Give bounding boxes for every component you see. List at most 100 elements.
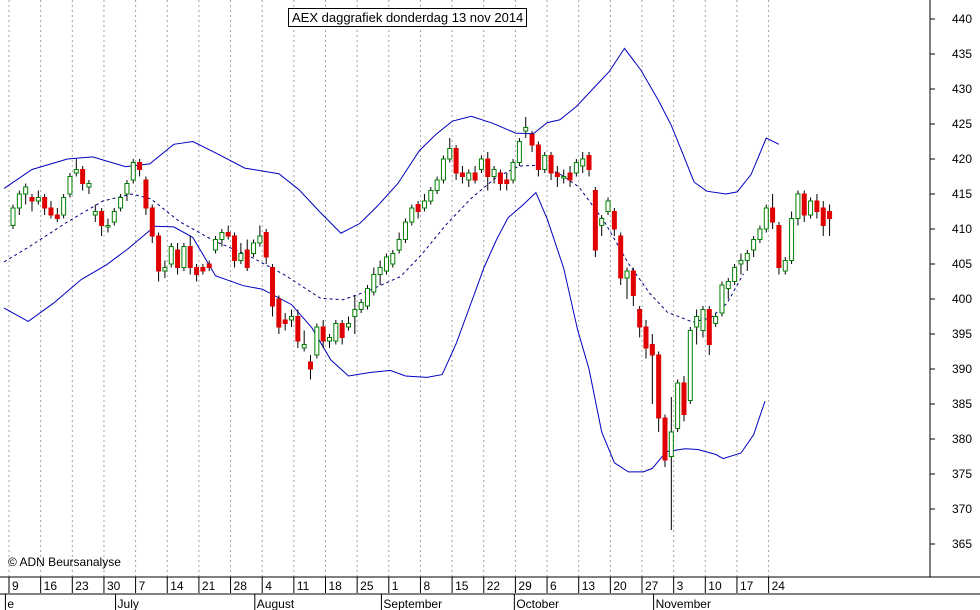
candle-body-down xyxy=(206,263,212,268)
candle-body-up xyxy=(213,239,219,251)
x-tick-label: 24 xyxy=(772,579,786,593)
candle-body-up xyxy=(10,207,16,226)
candle-body-up xyxy=(105,225,111,228)
x-tick-label: 22 xyxy=(487,579,501,593)
month-label: September xyxy=(383,597,442,610)
x-tick-label: 25 xyxy=(360,579,374,593)
candle-body-down xyxy=(681,382,687,415)
candle-body-up xyxy=(23,186,29,195)
candle xyxy=(675,379,681,432)
candle xyxy=(364,285,370,310)
candle-body-down xyxy=(270,267,276,307)
month-label: July xyxy=(118,597,139,610)
candle xyxy=(225,225,231,240)
candle-body-up xyxy=(561,176,567,179)
candle xyxy=(251,239,257,257)
candle xyxy=(345,316,351,331)
candle-body-down xyxy=(225,232,231,237)
candle-body-up xyxy=(751,239,757,251)
candle-body-down xyxy=(554,172,560,177)
candle-body-down xyxy=(308,361,314,370)
candle-body-up xyxy=(510,162,516,181)
candle-body-down xyxy=(592,190,598,251)
candle-body-up xyxy=(390,253,396,265)
candle xyxy=(624,267,630,299)
month-label: November xyxy=(656,597,711,610)
candle-body-up xyxy=(542,155,548,170)
candle-body-up xyxy=(402,221,408,240)
candle-body-up xyxy=(396,239,402,251)
candle xyxy=(757,225,763,243)
candle xyxy=(592,187,598,257)
y-tick-label: 385 xyxy=(952,397,972,411)
candle-body-down xyxy=(814,200,820,212)
candle xyxy=(485,152,491,191)
candle-body-up xyxy=(789,218,795,261)
candle-body-down xyxy=(200,267,206,272)
candle-body-up xyxy=(694,316,700,328)
candle xyxy=(149,204,155,243)
candle-body-down xyxy=(535,144,541,170)
candle-body-down xyxy=(276,298,282,328)
y-tick-label: 405 xyxy=(952,257,972,271)
candle-body-down xyxy=(263,232,269,258)
candle xyxy=(738,253,744,275)
candle-body-down xyxy=(529,134,535,146)
candle xyxy=(637,306,643,338)
grid xyxy=(8,0,770,577)
candle-body-up xyxy=(238,253,244,261)
candle-body-up xyxy=(364,288,370,307)
candle xyxy=(504,173,510,191)
x-tick-label: 17 xyxy=(740,579,754,593)
x-tick-label: 10 xyxy=(708,579,722,593)
candle xyxy=(491,166,497,184)
candle-body-up xyxy=(523,127,529,132)
x-tick-label: 23 xyxy=(75,579,89,593)
candle-body-down xyxy=(415,204,421,212)
candle-body-down xyxy=(630,270,636,296)
y-tick-label: 365 xyxy=(952,537,972,551)
candle-body-up xyxy=(421,200,427,209)
candle xyxy=(320,320,326,348)
candle xyxy=(440,155,446,184)
candle xyxy=(466,169,472,187)
candle xyxy=(687,327,693,404)
candle-body-up xyxy=(668,431,674,457)
candle-body-down xyxy=(194,267,200,275)
candle-body-up xyxy=(111,211,117,223)
candle-body-up xyxy=(466,172,472,181)
candle xyxy=(561,169,567,184)
candle xyxy=(339,320,345,345)
upper-bollinger-band xyxy=(3,47,780,234)
candle-body-down xyxy=(770,207,776,223)
candle xyxy=(668,397,674,530)
candle xyxy=(694,309,700,345)
candle-body-up xyxy=(738,260,744,265)
candle-body-up xyxy=(219,232,225,240)
candle xyxy=(35,190,41,205)
y-tick-label: 370 xyxy=(952,502,972,516)
candle xyxy=(643,320,649,359)
month-label: e xyxy=(7,597,14,610)
candle-body-down xyxy=(42,197,48,209)
candle xyxy=(301,330,307,352)
candle-body-up xyxy=(352,309,358,317)
candle-body-down xyxy=(282,319,288,324)
candle-body-up xyxy=(434,179,440,191)
candle-body-up xyxy=(478,158,484,170)
candle xyxy=(244,239,250,271)
x-tick-label: 16 xyxy=(44,579,58,593)
candle-body-up xyxy=(757,228,763,240)
candle xyxy=(124,180,130,201)
candle xyxy=(529,131,535,152)
candle-body-down xyxy=(776,225,782,268)
candle xyxy=(516,138,522,166)
candle xyxy=(789,211,795,264)
candle xyxy=(542,152,548,173)
candle-body-down xyxy=(586,155,592,170)
candle xyxy=(453,145,459,180)
x-tick-label: 29 xyxy=(518,579,532,593)
candle-body-down xyxy=(143,179,149,209)
candle xyxy=(99,208,105,236)
